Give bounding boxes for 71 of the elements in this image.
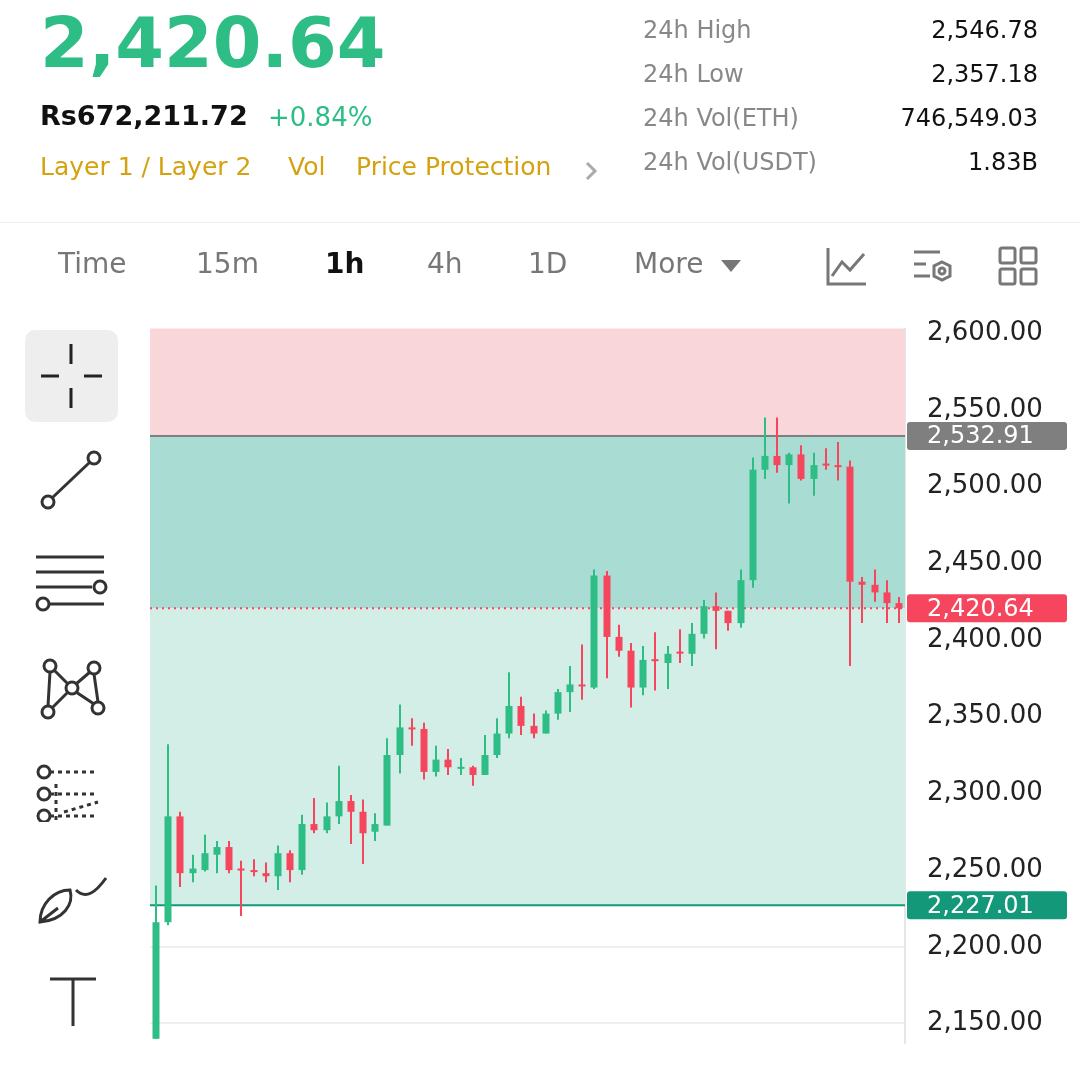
y-tick-label: 2,450.00 bbox=[927, 546, 1043, 577]
text: 24h High bbox=[643, 16, 752, 44]
y-tick-label: 2,250.00 bbox=[927, 852, 1043, 883]
text: 24h Vol(ETH) bbox=[643, 104, 799, 132]
candlestick bbox=[469, 764, 477, 787]
text: Time bbox=[58, 247, 127, 280]
y-tick-label: 2,200.00 bbox=[927, 929, 1043, 960]
candlestick bbox=[444, 747, 452, 776]
text: 1D bbox=[528, 247, 568, 280]
candlestick bbox=[310, 796, 318, 835]
y-tick-label: 2,500.00 bbox=[927, 469, 1043, 500]
text: 2,546.78 bbox=[931, 16, 1038, 44]
candlestick bbox=[651, 631, 659, 692]
y-tick-label: 2,600.00 bbox=[927, 315, 1043, 346]
text: 24h Vol(USDT) bbox=[643, 148, 817, 176]
candlestick bbox=[724, 609, 732, 632]
text: 15m bbox=[196, 247, 259, 280]
text: Rs672,211.72 bbox=[40, 100, 248, 131]
candlestick bbox=[323, 801, 331, 835]
candlestick bbox=[554, 688, 562, 721]
candlestick bbox=[335, 764, 343, 826]
candlestick bbox=[542, 709, 550, 735]
candlestick bbox=[201, 833, 209, 873]
candlestick bbox=[664, 645, 672, 691]
candlestick bbox=[432, 744, 440, 778]
candlestick bbox=[871, 568, 879, 603]
candlestick bbox=[359, 798, 367, 865]
text: 24h Low bbox=[643, 60, 744, 88]
candlestick bbox=[834, 441, 842, 482]
candlestick bbox=[347, 793, 355, 845]
text: More bbox=[634, 247, 704, 280]
candlestick bbox=[481, 734, 489, 776]
text: +0.84% bbox=[268, 102, 373, 132]
y-tick-label: 2,400.00 bbox=[927, 622, 1043, 653]
candlestick bbox=[688, 622, 696, 668]
candlestick bbox=[408, 717, 416, 747]
candlestick bbox=[213, 839, 221, 875]
candlestick bbox=[274, 844, 282, 892]
text: 2,357.18 bbox=[931, 60, 1038, 88]
candlestick bbox=[676, 628, 684, 664]
text: Price Protection bbox=[356, 152, 552, 181]
candlestick bbox=[822, 447, 830, 471]
candlestick bbox=[517, 695, 525, 737]
candlestick bbox=[286, 849, 294, 884]
text: 746,549.03 bbox=[900, 104, 1038, 132]
candlestick bbox=[262, 861, 270, 884]
y-tick-label: 2,550.00 bbox=[927, 392, 1043, 423]
text: Vol bbox=[288, 152, 326, 181]
y-tick-label: 2,300.00 bbox=[927, 776, 1043, 807]
ref-line-label: 2,532.91 bbox=[927, 421, 1034, 450]
text: 1.83B bbox=[968, 148, 1038, 176]
candlestick bbox=[371, 812, 379, 842]
candlestick bbox=[578, 643, 586, 701]
y-tick-label: 2,150.00 bbox=[927, 1006, 1043, 1037]
candlestick bbox=[530, 712, 538, 740]
candlestick bbox=[615, 623, 623, 658]
candlestick bbox=[785, 451, 793, 505]
candlestick bbox=[773, 416, 781, 474]
candlestick bbox=[237, 859, 245, 918]
y-tick-label: 2,350.00 bbox=[927, 699, 1043, 730]
candlestick bbox=[225, 839, 233, 875]
ref-line-label: 2,227.01 bbox=[927, 890, 1034, 919]
ref-line-label: 2,420.64 bbox=[927, 593, 1034, 622]
text: Layer 1 / Layer 2 bbox=[40, 152, 252, 181]
candlestick bbox=[761, 416, 769, 480]
candlestick bbox=[493, 717, 501, 760]
chart-title: 2,420.64 bbox=[40, 2, 386, 84]
text: 1h bbox=[325, 247, 365, 280]
text: 4h bbox=[427, 247, 463, 280]
candlestick bbox=[566, 665, 574, 714]
candlestick bbox=[810, 451, 818, 497]
